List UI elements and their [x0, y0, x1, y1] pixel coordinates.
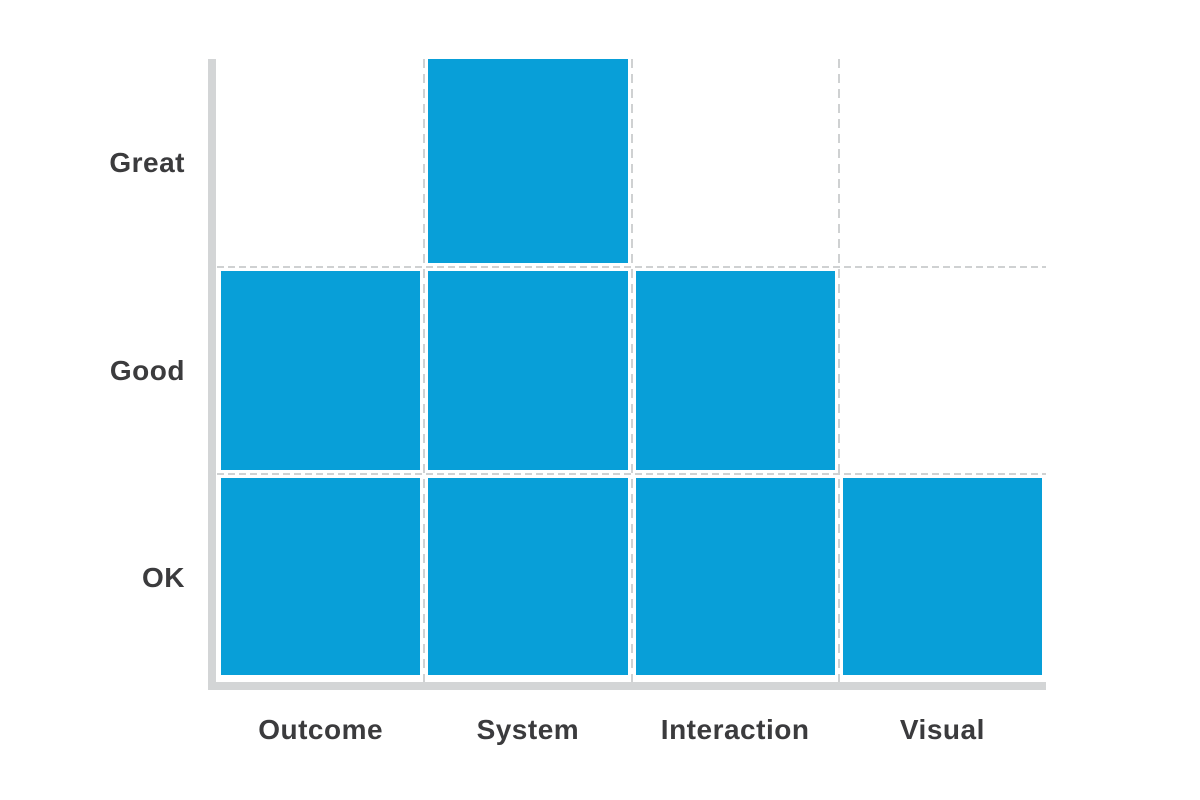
plot-area: [217, 59, 1046, 682]
gridline-vertical: [630, 59, 633, 682]
x-tick-interaction: Interaction: [660, 714, 810, 745]
gridline-horizontal: [217, 265, 1046, 268]
y-axis-labels: Great Good OK: [0, 59, 185, 682]
x-axis-labels: Outcome System Interaction Visual: [217, 700, 1046, 760]
gridline-vertical: [837, 59, 840, 682]
rating-block-interaction-ok: [635, 478, 835, 675]
gridline-vertical: [423, 59, 426, 682]
x-tick-outcome: Outcome: [258, 714, 384, 745]
rating-block-visual-ok: [842, 478, 1042, 675]
x-tick-visual: Visual: [899, 714, 985, 745]
y-tick-ok: OK: [142, 562, 185, 594]
y-axis-line: [208, 59, 216, 690]
rating-block-system-good: [428, 270, 628, 471]
x-tick-system: System: [476, 714, 580, 745]
x-axis-line: [208, 682, 1046, 690]
rating-block-interaction-good: [635, 270, 835, 471]
rating-block-system-ok: [428, 478, 628, 675]
rating-block-outcome-good: [221, 270, 421, 471]
gridline-horizontal: [217, 473, 1046, 476]
y-tick-great: Great: [109, 146, 185, 178]
rating-block-system-great: [428, 59, 628, 263]
y-tick-good: Good: [109, 354, 185, 386]
rating-block-outcome-ok: [221, 478, 421, 675]
